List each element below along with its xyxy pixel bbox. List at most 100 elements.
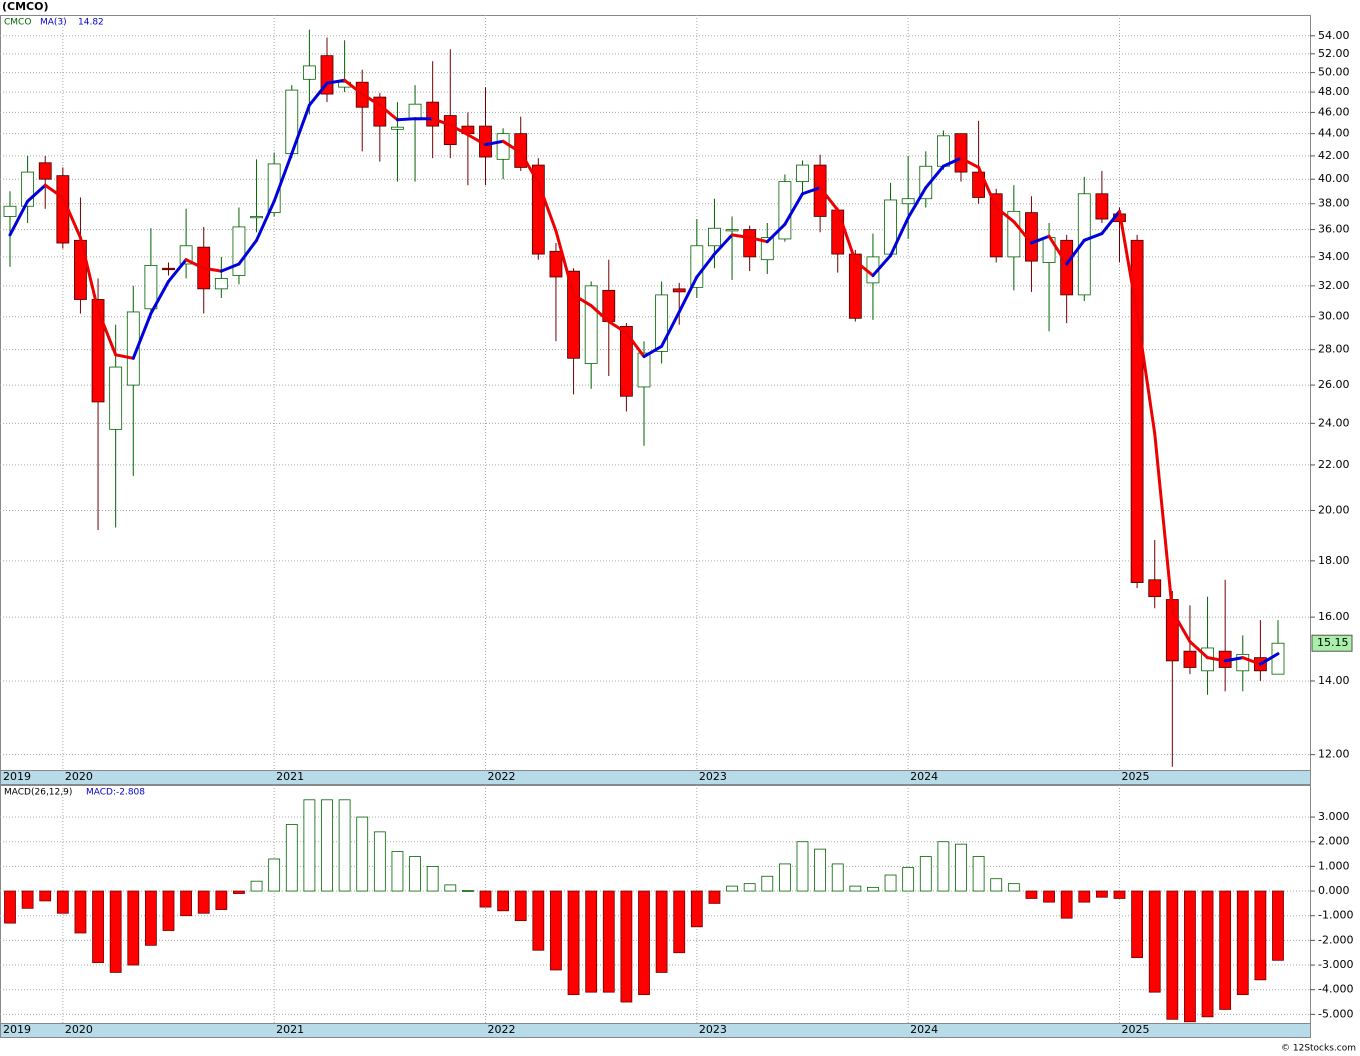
ma-line-segment [607, 320, 628, 335]
macd-label: MACD: [86, 788, 116, 798]
candle-body [1077, 193, 1091, 296]
x-tick-label: 2020 [65, 1023, 93, 1036]
ma-line-segment [61, 195, 82, 240]
ma-line-segment [272, 152, 294, 203]
ma-line-segment [1223, 656, 1245, 663]
ma-line-segment [466, 133, 487, 147]
ma-line-segment [624, 331, 646, 359]
macd-bar [197, 890, 210, 914]
macd-bar [1131, 890, 1144, 959]
candle-body [655, 294, 669, 352]
candle-body [232, 226, 246, 276]
ma-value: 14.82 [78, 18, 104, 28]
macd-bar [1043, 890, 1055, 903]
candle-body [109, 366, 123, 430]
macd-bar [56, 890, 69, 914]
ma-line-segment [941, 156, 963, 168]
y-tick-label: 20.00 [1318, 503, 1350, 516]
y-tick-label: 48.00 [1318, 85, 1350, 98]
x-tick-label: 2022 [488, 1023, 516, 1036]
macd-bar [1166, 890, 1179, 1020]
macd-bar [743, 883, 756, 892]
x-tick-label: 2023 [699, 770, 727, 783]
macd-bar [409, 856, 421, 892]
macd-bar [849, 885, 862, 892]
date-strip [0, 1023, 1311, 1038]
y-tick-label: -2.000 [1318, 933, 1353, 946]
macd-bar [250, 880, 263, 892]
candle-body [179, 245, 193, 265]
y-tick-label: -5.000 [1318, 1007, 1353, 1020]
candle-body [1183, 650, 1197, 668]
ma-line-segment [219, 262, 241, 273]
candle-body [38, 162, 52, 180]
candle-body [91, 299, 105, 403]
macd-bar [74, 890, 87, 934]
macd-bar [21, 890, 34, 909]
x-tick-label: 2020 [65, 770, 93, 783]
macd-value: -2.808 [116, 788, 145, 798]
candle-body [549, 250, 563, 278]
ma-line-segment [501, 139, 523, 154]
ma-line-segment [748, 236, 769, 244]
ma-line-segment [255, 199, 276, 242]
y-tick-label: 12.00 [1318, 748, 1350, 761]
candle-body [954, 133, 968, 173]
ma-line-segment [114, 353, 135, 360]
ma-line-segment [378, 103, 399, 122]
macd-bar [937, 841, 950, 892]
macd-bar [708, 890, 721, 904]
ma-line-segment [889, 216, 910, 257]
x-tick-label: 2024 [910, 1023, 938, 1036]
y-tick-label: 0.000 [1318, 884, 1350, 897]
candle-body [831, 209, 845, 255]
y-tick-label: 14.00 [1318, 674, 1350, 687]
ma-line-segment [131, 312, 153, 360]
macd-bar [1060, 890, 1073, 919]
macd-bar [532, 890, 545, 951]
macd-bar [778, 863, 791, 892]
candle-body [426, 101, 440, 127]
macd-bar [127, 890, 140, 966]
macd-bar [215, 890, 228, 910]
candle-body [1148, 579, 1162, 598]
candle-body [637, 352, 651, 388]
x-tick-label: 2022 [488, 770, 516, 783]
ma-line-segment [448, 123, 470, 137]
ma-legend: MA(3) [40, 18, 67, 28]
x-tick-label: 2021 [276, 1023, 304, 1036]
ma-line-segment [536, 181, 558, 233]
macd-bar [92, 890, 104, 963]
macd-bar [567, 890, 580, 996]
candle-body [162, 267, 175, 271]
candle-body [848, 253, 862, 319]
x-tick-label: 2019 [3, 770, 31, 783]
macd-bar [514, 890, 527, 922]
macd-bar [338, 799, 351, 892]
ma-line-segment [730, 233, 752, 240]
candle-body [901, 198, 915, 205]
ma-line-segment [1153, 431, 1174, 613]
ma-line-segment [290, 103, 311, 156]
macd-bar [585, 890, 598, 993]
macd-bar [796, 841, 809, 892]
candle-body [989, 193, 1003, 258]
macd-bar [1201, 890, 1214, 1018]
ma-line-segment [765, 222, 787, 244]
macd-bar [902, 867, 915, 892]
macd-bar [620, 890, 633, 1003]
ma-line-segment [149, 279, 170, 316]
candle-body [690, 245, 704, 288]
ma-line-segment [1241, 656, 1262, 666]
macd-bar [655, 890, 668, 973]
ma-line-segment [677, 275, 699, 314]
macd-bar [1184, 890, 1196, 1023]
macd-bar [162, 890, 175, 931]
ma-line-segment [1170, 609, 1192, 644]
ma-line-segment [818, 186, 840, 212]
ma-line-segment [325, 78, 347, 85]
macd-bar [1254, 890, 1267, 981]
ma-line-segment [237, 238, 259, 266]
y-tick-label: 52.00 [1318, 47, 1350, 60]
ma-line-segment [8, 199, 30, 237]
